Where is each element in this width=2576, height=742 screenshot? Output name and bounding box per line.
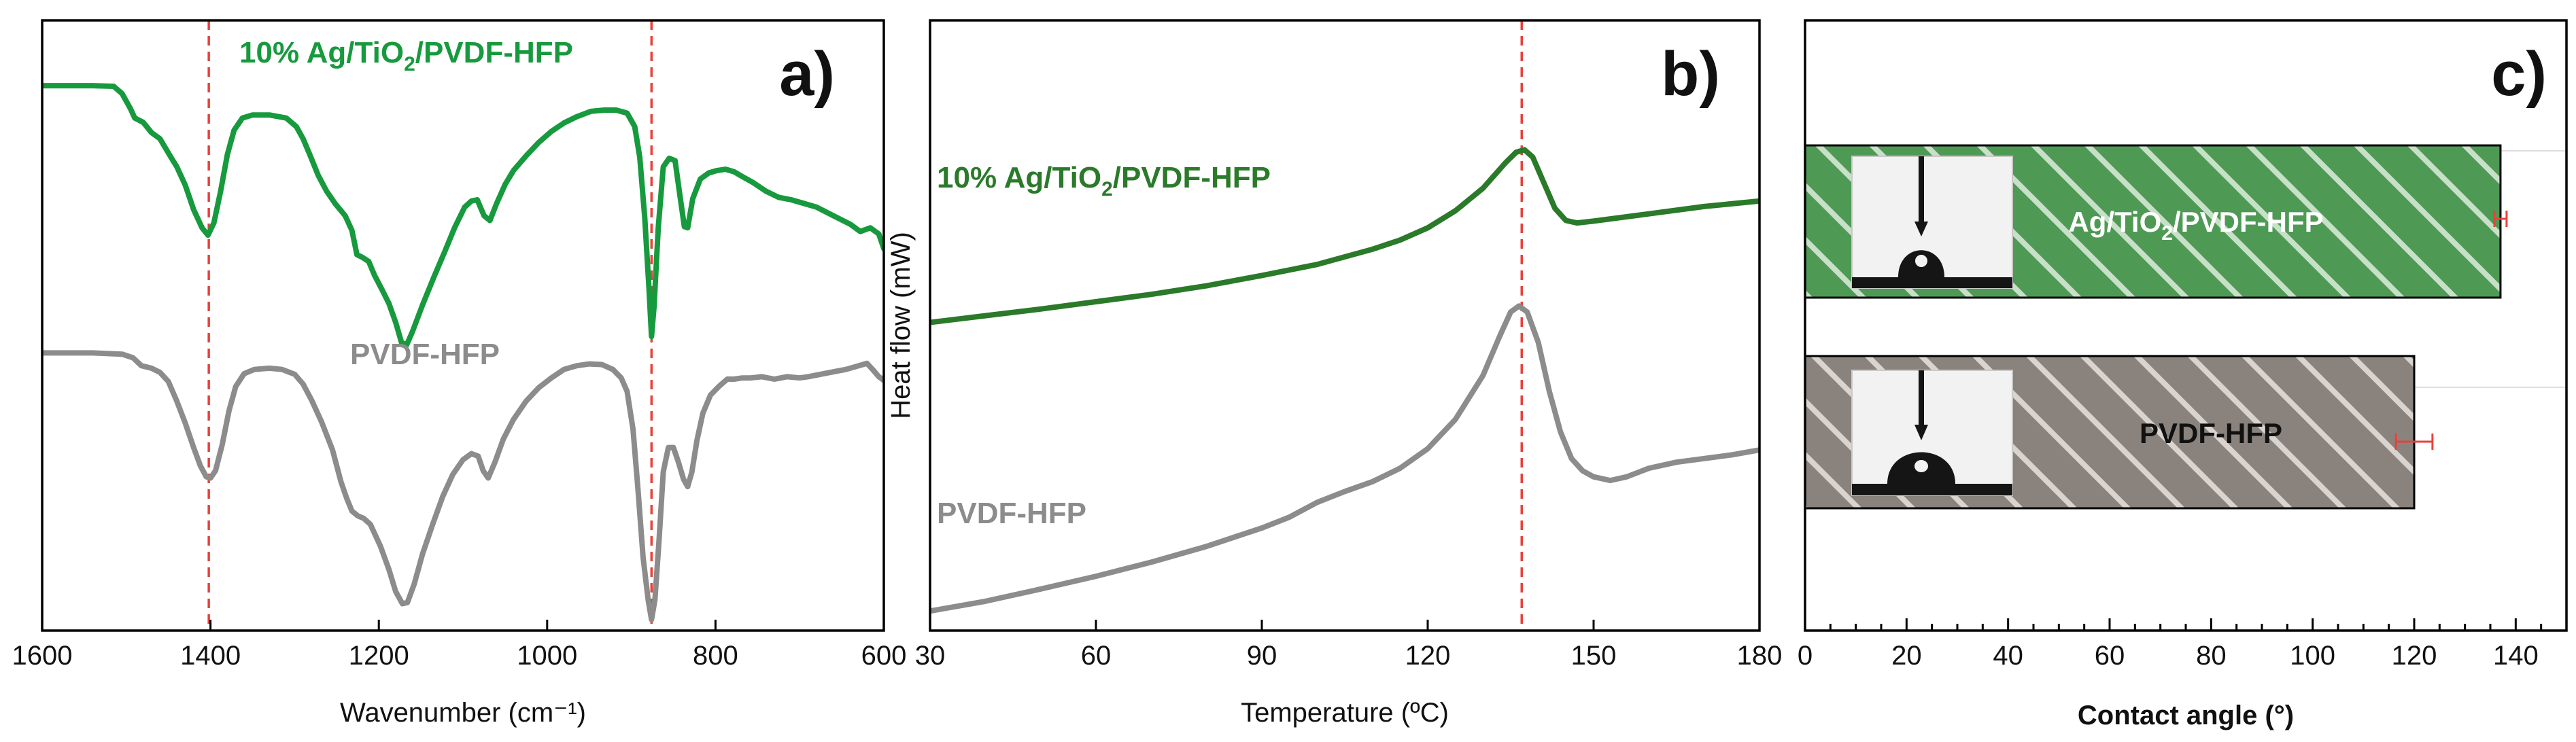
- x-tick-label: 1000: [517, 641, 577, 671]
- panel-a-series-label-green: 10% Ag/TiO2/PVDF-HFP: [239, 36, 573, 75]
- panel-b-series-label-green: 10% Ag/TiO2/PVDF-HFP: [937, 161, 1271, 200]
- x-tick-label: 60: [2095, 641, 2125, 671]
- x-tick-label: 150: [1571, 641, 1617, 671]
- label-subscript: 2: [1101, 178, 1113, 200]
- label-subscript: 2: [404, 53, 415, 75]
- label-tail: /PVDF-HFP: [2173, 206, 2324, 238]
- panel-b: 30 60 90 120 150 180 b) 10% Ag/TiO2/PVDF-HFP …: [886, 19, 1783, 728]
- panel-b-x-axis-title: Temperature (ºC): [1241, 698, 1449, 728]
- x-tick-label: 120: [2392, 641, 2437, 671]
- series-line: [42, 83, 884, 348]
- panel-b-series: [930, 147, 1759, 614]
- label-main: 10% Ag/TiO: [239, 36, 404, 69]
- label-main: PVDF-HFP: [350, 338, 500, 371]
- x-tick-label: 30: [915, 641, 946, 671]
- x-tick-label: 600: [861, 641, 907, 671]
- bar-label-pvdf: PVDF-HFP: [2140, 417, 2282, 449]
- x-tick-label: 0: [1798, 641, 1813, 671]
- panel-a-frame: [41, 19, 885, 632]
- panel-c: 0 20 40 60 80 100 120 140 Ag/TiO2/PVDF-HFP PVDF…: [1798, 19, 2568, 730]
- x-tick-label: 40: [1993, 641, 2023, 671]
- x-tick-label: 1400: [180, 641, 241, 671]
- panel-a: 1600 1400 1200 1000 800 600 a) 10% Ag/TiO2/PV…: [12, 19, 907, 728]
- panel-b-series-label-gray: PVDF-HFP: [937, 497, 1086, 530]
- x-tick-label: 1200: [349, 641, 409, 671]
- x-tick-label: 800: [693, 641, 738, 671]
- x-tick-label: 20: [1891, 641, 1922, 671]
- panel-c-x-axis-title: Contact angle (°): [2078, 701, 2294, 730]
- panel-c-label: c): [2491, 39, 2547, 109]
- panel-a-x-axis: 1600 1400 1200 1000 800 600: [12, 620, 907, 671]
- x-tick-label: 100: [2290, 641, 2335, 671]
- label-tail: /PVDF-HFP: [1113, 161, 1271, 194]
- panel-b-x-axis: 30 60 90 120 150 180: [915, 620, 1783, 671]
- series-line: [930, 147, 1759, 325]
- panel-c-error-bars: [2394, 211, 2508, 450]
- panel-a-series-label-gray: PVDF-HFP: [350, 338, 500, 371]
- x-tick-label: 60: [1081, 641, 1112, 671]
- panel-c-x-axis: 0 20 40 60 80 100 120 140: [1798, 618, 2568, 671]
- label-main: 10% Ag/TiO: [937, 161, 1101, 194]
- panel-a-series: [42, 83, 884, 622]
- panel-b-y-axis-title: Heat flow (mW): [886, 232, 916, 419]
- series-line: [42, 350, 884, 622]
- series-line: [930, 303, 1759, 614]
- droplet-photo-pvdf: [1851, 370, 2013, 496]
- label-main: PVDF-HFP: [2140, 417, 2282, 449]
- x-tick-label: 80: [2196, 641, 2227, 671]
- panel-b-label: b): [1661, 39, 1720, 109]
- droplet-photo-composite: [1851, 156, 2013, 289]
- panel-b-frame: [929, 19, 1761, 632]
- label-subscript: 2: [2161, 222, 2173, 245]
- label-tail: /PVDF-HFP: [415, 36, 573, 69]
- panel-c-frame: [1804, 19, 2568, 632]
- x-tick-label: 1600: [12, 641, 73, 671]
- panel-a-label: a): [779, 39, 835, 109]
- label-main: PVDF-HFP: [937, 497, 1086, 530]
- label-main: Ag/TiO: [2068, 206, 2161, 238]
- x-tick-label: 120: [1405, 641, 1451, 671]
- bar-label-composite: Ag/TiO2/PVDF-HFP: [2068, 206, 2323, 245]
- x-tick-label: 90: [1247, 641, 1277, 671]
- x-tick-label: 140: [2493, 641, 2539, 671]
- panel-a-x-axis-title: Wavenumber (cm⁻¹): [340, 698, 586, 728]
- x-tick-label: 180: [1737, 641, 1783, 671]
